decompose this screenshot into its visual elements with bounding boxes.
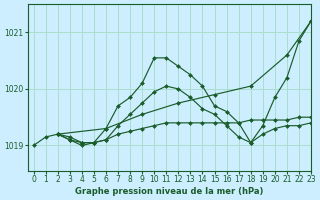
X-axis label: Graphe pression niveau de la mer (hPa): Graphe pression niveau de la mer (hPa)	[75, 187, 263, 196]
